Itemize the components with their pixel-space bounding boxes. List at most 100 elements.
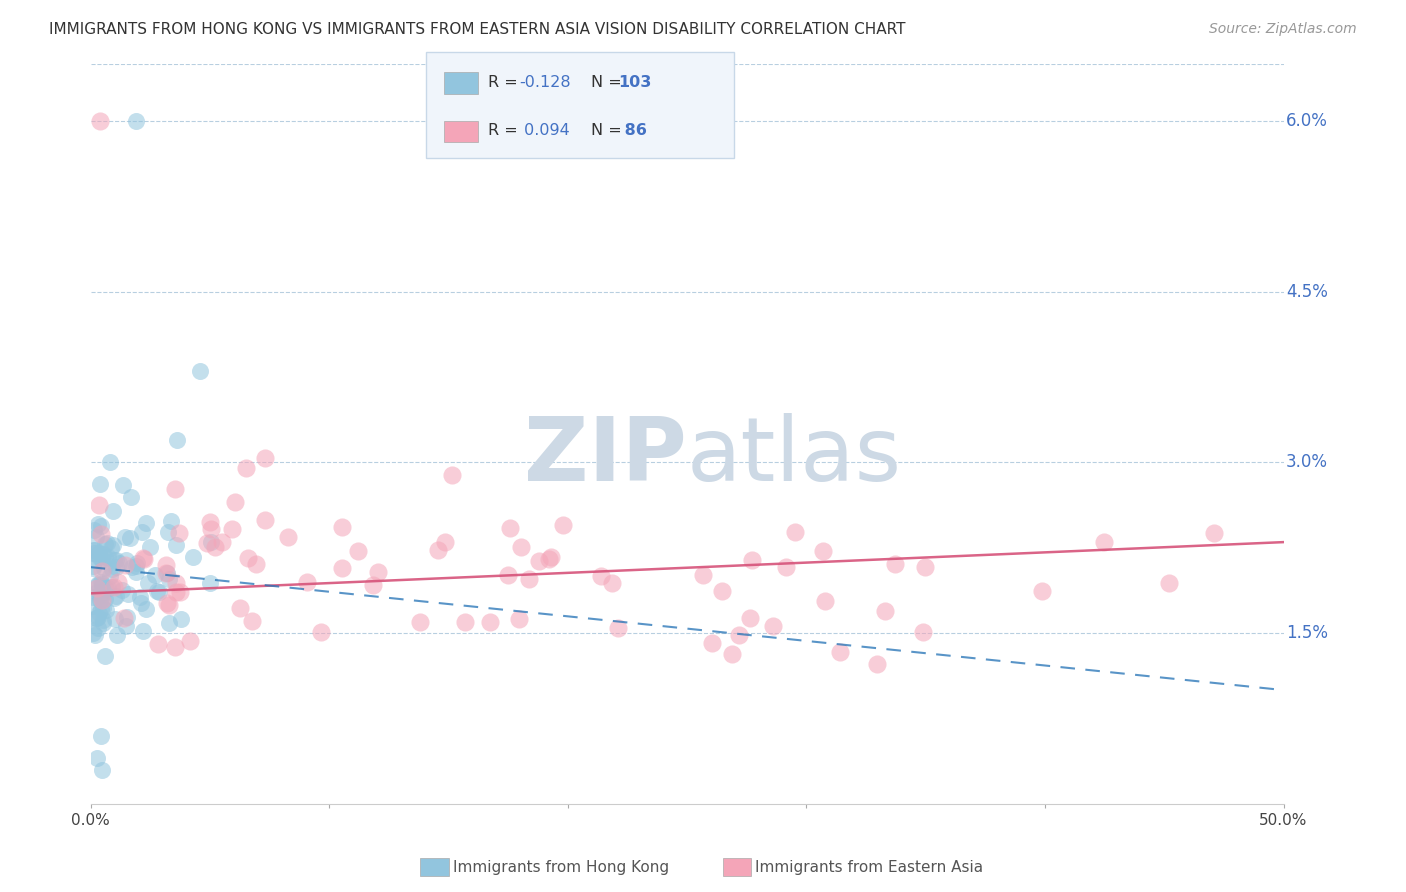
Text: Immigrants from Hong Kong: Immigrants from Hong Kong [453, 860, 669, 874]
Point [155, 558, 177, 573]
Point [82, 599, 104, 614]
Point [134, 552, 156, 566]
Text: Immigrants from Eastern Asia: Immigrants from Eastern Asia [755, 860, 983, 874]
Point [200, 522, 222, 536]
Point [87, 609, 110, 624]
Point [94, 582, 117, 596]
Point [105, 589, 128, 603]
Point [204, 540, 226, 554]
Point [129, 596, 152, 610]
Point [181, 550, 204, 565]
Point [86, 581, 108, 595]
Point [90, 601, 112, 615]
Point [91, 593, 114, 607]
Point [166, 433, 188, 447]
Point [785, 524, 807, 539]
Point [112, 611, 135, 625]
Point [91, 763, 114, 777]
Point [87, 577, 110, 591]
Point [347, 543, 370, 558]
Point [236, 550, 259, 565]
Point [135, 602, 157, 616]
Point [103, 553, 125, 567]
Point [540, 549, 562, 564]
Point [111, 582, 134, 597]
Text: IMMIGRANTS FROM HONG KONG VS IMMIGRANTS FROM EASTERN ASIA VISION DISABILITY CORR: IMMIGRANTS FROM HONG KONG VS IMMIGRANTS … [49, 22, 905, 37]
Point [91, 586, 114, 600]
Point [165, 482, 187, 496]
Point [135, 516, 157, 531]
Point [1092, 534, 1115, 549]
Point [82, 546, 104, 560]
Point [254, 450, 277, 465]
Point [82, 558, 104, 573]
Point [157, 573, 180, 587]
Point [117, 587, 139, 601]
Point [132, 624, 155, 638]
Point [738, 611, 761, 625]
Point [253, 513, 276, 527]
Point [873, 604, 896, 618]
Point [156, 525, 179, 540]
Text: R =: R = [488, 123, 523, 138]
Point [90, 575, 112, 590]
Point [89, 476, 111, 491]
Point [600, 576, 623, 591]
Point [83, 523, 105, 537]
Point [830, 645, 852, 659]
Point [105, 559, 128, 574]
Point [84, 545, 107, 559]
Point [103, 591, 125, 605]
Point [157, 615, 180, 630]
Point [332, 520, 354, 534]
Point [200, 515, 222, 529]
Point [127, 556, 149, 570]
Point [409, 615, 432, 629]
Point [101, 504, 124, 518]
Point [165, 585, 187, 599]
Point [101, 562, 124, 576]
Point [86, 621, 108, 635]
Point [1202, 526, 1225, 541]
Point [87, 498, 110, 512]
Point [510, 540, 533, 554]
Point [84, 530, 107, 544]
Text: 0.094: 0.094 [519, 123, 569, 138]
Point [692, 567, 714, 582]
Point [139, 540, 162, 554]
Point [86, 611, 108, 625]
Point [118, 531, 141, 545]
Point [775, 560, 797, 574]
Point [89, 587, 111, 601]
Point [179, 634, 201, 648]
Point [762, 619, 785, 633]
Point [589, 568, 612, 582]
Point [86, 585, 108, 599]
Point [607, 621, 630, 635]
Point [157, 598, 180, 612]
Point [188, 364, 211, 378]
Point [89, 114, 111, 128]
Point [82, 561, 104, 575]
Point [120, 491, 142, 505]
Point [728, 628, 751, 642]
Point [195, 535, 218, 549]
Point [98, 455, 121, 469]
Point [700, 636, 723, 650]
Point [103, 538, 125, 552]
Point [866, 657, 889, 672]
Point [104, 612, 127, 626]
Point [115, 610, 138, 624]
Point [94, 649, 117, 664]
Point [94, 537, 117, 551]
Text: N =: N = [591, 123, 627, 138]
Point [90, 564, 112, 578]
Point [499, 521, 522, 535]
Point [89, 550, 111, 565]
Point [114, 553, 136, 567]
Point [98, 569, 121, 583]
Point [170, 612, 193, 626]
Point [90, 527, 112, 541]
Point [148, 585, 170, 599]
Point [105, 553, 128, 567]
